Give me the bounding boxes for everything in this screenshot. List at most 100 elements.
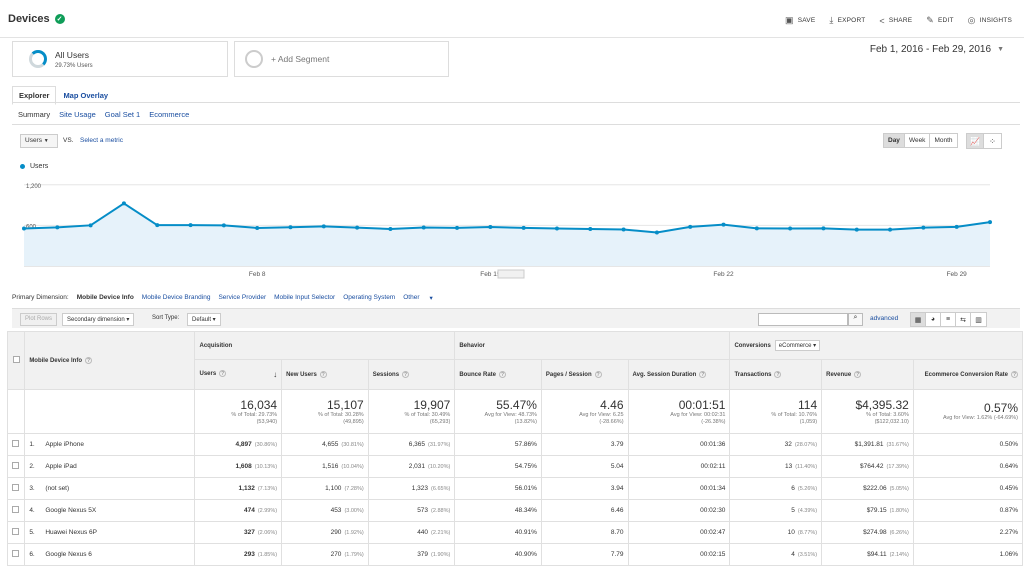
tab-map-overlay[interactable]: Map Overlay — [63, 91, 109, 100]
data-point[interactable] — [921, 225, 926, 230]
row-checkbox[interactable] — [12, 440, 19, 447]
comparison-view-icon[interactable]: ⇆ — [956, 313, 971, 326]
dimension-link-other[interactable]: Other — [403, 294, 420, 301]
data-point[interactable] — [688, 224, 693, 229]
data-point[interactable] — [455, 225, 460, 230]
table-row[interactable]: 2. Apple iPad 1,608 (10.13%) 1,516 (10.04%) 2,… — [6, 455, 1024, 478]
data-point[interactable] — [355, 225, 360, 230]
data-point[interactable] — [388, 226, 393, 231]
column-header-sessions[interactable]: Sessions? — [367, 359, 456, 390]
device-name-link[interactable]: Google Nexus 5X — [45, 507, 97, 514]
plot-rows-button[interactable]: Plot Rows — [20, 313, 58, 326]
data-point[interactable] — [188, 223, 193, 228]
row-checkbox[interactable] — [12, 484, 19, 491]
row-checkbox[interactable] — [12, 506, 19, 513]
column-header-bounce-rate[interactable]: Bounce Rate? — [454, 359, 542, 390]
select-metric-link[interactable]: Select a metric — [80, 137, 123, 144]
subtab-site-usage[interactable]: Site Usage — [59, 110, 96, 119]
period-month-button[interactable]: Month — [930, 134, 957, 147]
data-point[interactable] — [788, 226, 793, 231]
subtab-goal-set-1[interactable]: Goal Set 1 — [104, 110, 141, 119]
device-name-link[interactable]: Huawei Nexus 6P — [45, 529, 97, 536]
table-row[interactable]: 1. Apple iPhone 4,897 (30.86%) 4,655 (30.81%)… — [6, 433, 1024, 456]
table-row[interactable]: 4. Google Nexus 5X 474 (2.99%) 453 (3.00%) 573… — [6, 499, 1024, 522]
export-button[interactable]: ⤓ EXPORT — [829, 15, 865, 26]
insights-button[interactable]: ◎ INSIGHTS — [968, 15, 1012, 26]
search-icon[interactable]: ⌕ — [848, 313, 863, 326]
sort-type-select[interactable]: Default ▾ — [187, 313, 221, 326]
column-header-new-users[interactable]: New Users? — [281, 359, 369, 390]
chart-resize-handle[interactable] — [497, 269, 525, 279]
conversion-select[interactable]: eCommerce ▾ — [774, 340, 821, 351]
table-row[interactable]: 5. Huawei Nexus 6P 327 (2.06%) 290 (1.92%) 440… — [6, 521, 1024, 544]
data-point[interactable] — [421, 225, 426, 230]
data-point[interactable] — [121, 201, 126, 206]
dimension-link-operating-system[interactable]: Operating System — [343, 294, 396, 301]
data-point[interactable] — [255, 225, 260, 230]
line-chart-icon[interactable]: 📈 — [967, 134, 984, 148]
column-header-users[interactable]: Users? ↓ — [194, 359, 283, 390]
data-point[interactable] — [721, 222, 726, 227]
dimension-header[interactable]: Mobile Device Info? — [24, 331, 196, 390]
column-header-pages-session[interactable]: Pages / Session? — [540, 359, 629, 390]
advanced-filter-link[interactable]: advanced — [870, 315, 899, 322]
data-point[interactable] — [55, 225, 60, 230]
period-day-button[interactable]: Day — [884, 134, 905, 147]
data-point[interactable] — [288, 225, 293, 230]
device-name-link[interactable]: Google Nexus 6 — [45, 551, 92, 558]
data-point[interactable] — [521, 225, 526, 230]
device-name-link[interactable]: Apple iPhone — [45, 441, 84, 448]
data-table-view-icon[interactable]: ▦ — [911, 313, 926, 326]
performance-view-icon[interactable]: ≡ — [941, 313, 956, 326]
date-range-picker[interactable]: Feb 1, 2016 - Feb 29, 2016 ▼ — [870, 44, 1004, 55]
metric-select[interactable]: Users ▼ — [20, 134, 58, 148]
data-point[interactable] — [221, 223, 226, 228]
dimension-link-service-provider[interactable]: Service Provider — [218, 294, 267, 301]
secondary-dimension-select[interactable]: Secondary dimension ▾ — [62, 313, 135, 326]
column-header-ecommerce-conversion-rate[interactable]: Ecommerce Conversion Rate? — [912, 359, 1024, 390]
data-point[interactable] — [588, 227, 593, 232]
data-point[interactable] — [155, 223, 160, 228]
pivot-view-icon[interactable]: ▥ — [971, 313, 986, 326]
edit-button[interactable]: ✎ EDIT — [926, 15, 953, 26]
dimension-link-mobile-device-branding[interactable]: Mobile Device Branding — [141, 294, 211, 301]
data-point[interactable] — [321, 224, 326, 229]
subtab-summary[interactable]: Summary — [18, 110, 51, 119]
add-segment-button[interactable]: + Add Segment — [234, 41, 449, 77]
table-row[interactable]: 6. Google Nexus 6 293 (1.85%) 270 (1.79%) 379(… — [6, 543, 1024, 566]
data-point[interactable] — [854, 227, 859, 232]
data-point[interactable] — [22, 226, 26, 231]
row-checkbox[interactable] — [12, 550, 19, 557]
percentage-view-icon[interactable]: ◕ — [926, 313, 941, 326]
dimension-link-mobile-input-selector[interactable]: Mobile Input Selector — [274, 294, 336, 301]
select-all-checkbox[interactable] — [12, 356, 20, 363]
period-week-button[interactable]: Week — [904, 134, 931, 147]
data-point[interactable] — [488, 224, 493, 229]
help-icon: ? — [402, 371, 410, 378]
device-name-link[interactable]: (not set) — [45, 485, 70, 492]
data-point[interactable] — [821, 226, 826, 231]
motion-chart-icon[interactable]: ⁘ — [989, 136, 996, 146]
column-header-revenue[interactable]: Revenue? — [821, 359, 914, 390]
table-row[interactable]: 3. (not set) 1,132 (7.13%) 1,100 (7.28%) 1,323… — [6, 477, 1024, 500]
save-button[interactable]: ▣ SAVE — [785, 15, 815, 26]
data-point[interactable] — [754, 226, 759, 231]
row-checkbox[interactable] — [12, 462, 19, 469]
table-search-input[interactable] — [758, 313, 848, 326]
column-header-transactions[interactable]: Transactions? — [729, 359, 823, 390]
segment-all-users[interactable]: All Users 29.73% Users — [12, 41, 228, 77]
data-point[interactable] — [621, 227, 626, 232]
column-header-avg-session-duration[interactable]: Avg. Session Duration? — [627, 359, 731, 390]
data-point[interactable] — [888, 227, 893, 232]
data-point[interactable] — [88, 223, 93, 228]
share-button[interactable]: < SHARE — [879, 15, 912, 26]
data-point[interactable] — [654, 230, 659, 235]
device-name-link[interactable]: Apple iPad — [45, 463, 77, 470]
row-checkbox[interactable] — [12, 528, 19, 535]
tab-explorer[interactable]: Explorer — [12, 86, 57, 105]
data-point[interactable] — [554, 226, 559, 231]
subtab-ecommerce[interactable]: Ecommerce — [149, 110, 190, 119]
data-point[interactable] — [954, 224, 959, 229]
data-point[interactable] — [988, 220, 992, 225]
